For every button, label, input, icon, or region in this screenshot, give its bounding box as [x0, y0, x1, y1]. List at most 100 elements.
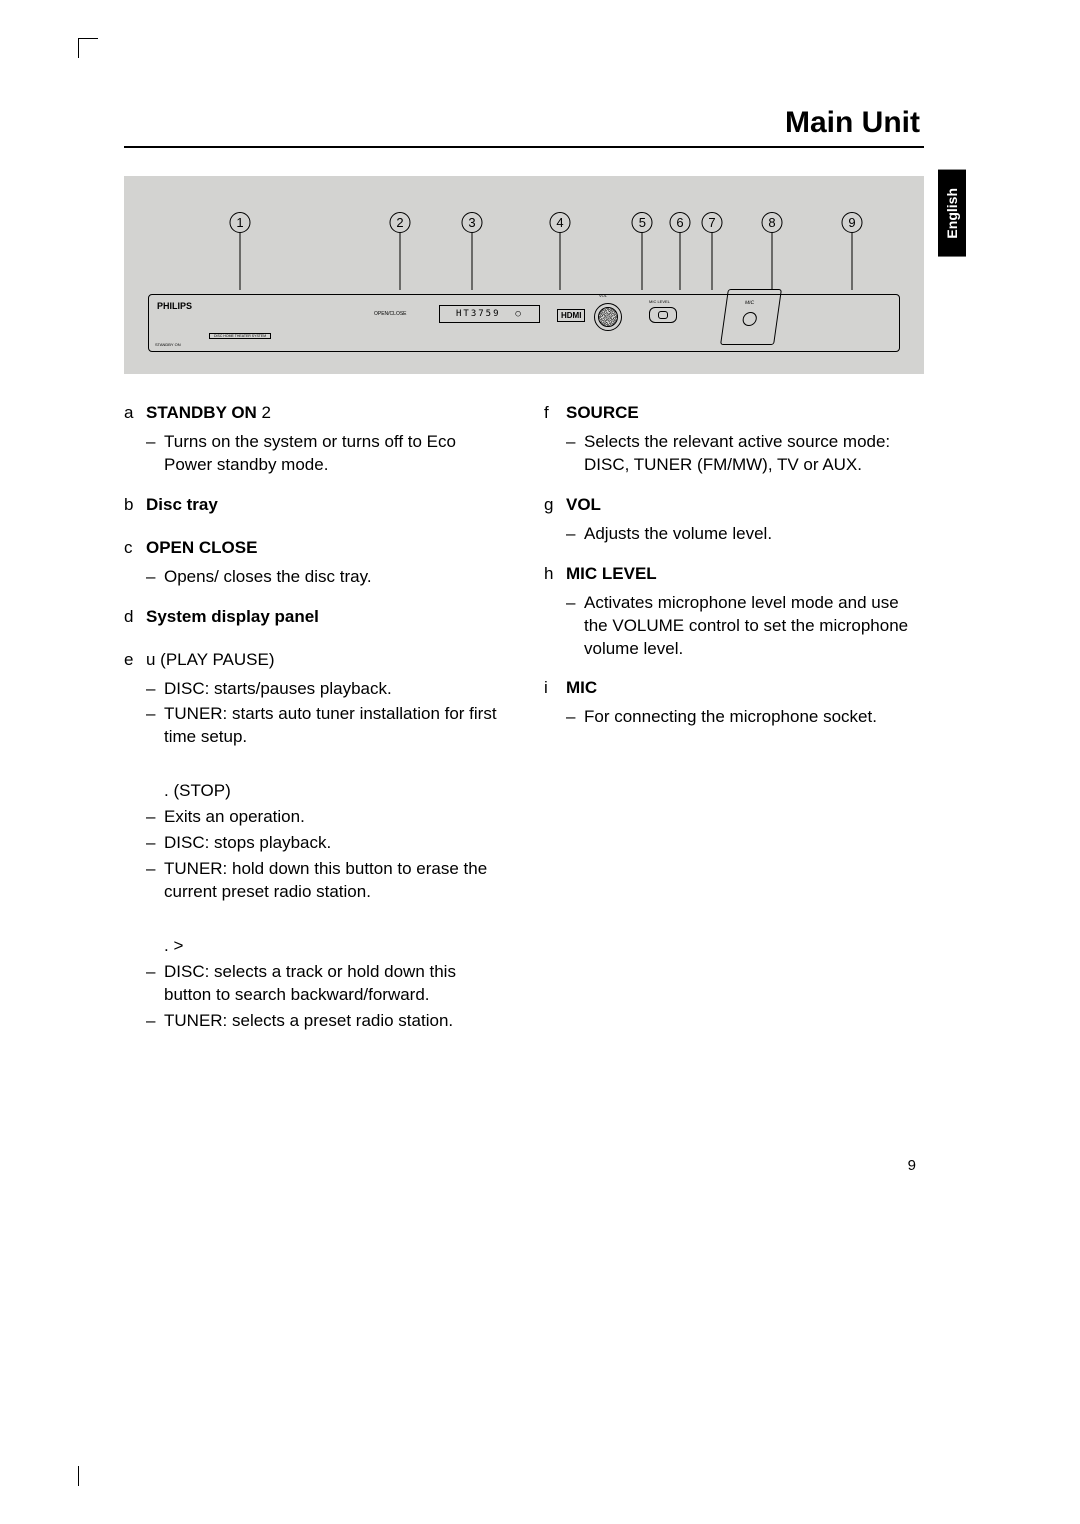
item-heading: MIC: [566, 677, 597, 700]
item-heading: MIC LEVEL: [566, 563, 657, 586]
left-column: aSTANDBY ON 2–Turns on the system or tur…: [124, 402, 504, 1050]
callout-line: [240, 233, 241, 290]
callout-line: [852, 233, 853, 290]
device-outline: PHILIPS STANDBY ON DISC HOME THEATER SYS…: [148, 294, 900, 352]
line-text: Adjusts the volume level.: [584, 523, 772, 546]
item-line: –For connecting the microphone socket.: [544, 706, 924, 729]
dash: –: [146, 566, 164, 589]
miclevel-label: MIC LEVEL: [649, 299, 670, 304]
item-heading: System display panel: [146, 606, 319, 629]
hdmi-label: HDMI: [557, 309, 585, 322]
callout-number: 7: [702, 212, 723, 233]
item-letter: c: [124, 537, 146, 560]
dash: –: [146, 703, 164, 749]
line-text: DISC: starts/pauses playback.: [164, 678, 392, 701]
item-i: iMIC: [544, 677, 924, 700]
item-line: –Turns on the system or turns off to Eco…: [124, 431, 504, 477]
mic-label: MIC: [745, 300, 755, 306]
item-letter: d: [124, 606, 146, 629]
crop-mark-tl: [78, 38, 98, 58]
dash: –: [566, 592, 584, 661]
line-text: TUNER: hold down this button to erase th…: [164, 858, 504, 904]
mic-panel: MIC: [720, 289, 782, 345]
item-letter: i: [544, 677, 566, 700]
item-heading: STANDBY ON 2: [146, 402, 271, 425]
dash: –: [146, 1010, 164, 1033]
callout-number: 3: [462, 212, 483, 233]
symbol-text: . >: [164, 935, 183, 958]
item-line: –DISC: selects a track or hold down this…: [124, 961, 504, 1007]
callout-line: [772, 233, 773, 290]
item-c: cOPEN CLOSE: [124, 537, 504, 560]
callout-2: 2: [390, 212, 411, 290]
symbol-text: . (STOP): [164, 780, 231, 803]
item-line: –TUNER: starts auto tuner installation f…: [124, 703, 504, 749]
item-heading: SOURCE: [566, 402, 639, 425]
callout-9: 9: [842, 212, 863, 290]
item-letter: a: [124, 402, 146, 425]
display-panel: HT3759 ○: [439, 305, 540, 323]
callout-line: [472, 233, 473, 290]
item-line: –Adjusts the volume level.: [544, 523, 924, 546]
brand-label: PHILIPS: [157, 301, 192, 311]
callout-line: [680, 233, 681, 290]
item-g: gVOL: [544, 494, 924, 517]
description-columns: aSTANDBY ON 2–Turns on the system or tur…: [124, 402, 924, 1050]
item-line: –DISC: stops playback.: [124, 832, 504, 855]
dash: –: [146, 431, 164, 477]
item-line: –TUNER: selects a preset radio station.: [124, 1010, 504, 1033]
openclose-label: OPEN/CLOSE: [374, 311, 407, 317]
line-text: Selects the relevant active source mode:…: [584, 431, 924, 477]
callout-8: 8: [762, 212, 783, 290]
item-letter: f: [544, 402, 566, 425]
item-letter: h: [544, 563, 566, 586]
item-line: –Exits an operation.: [124, 806, 504, 829]
dash: –: [146, 858, 164, 904]
callout-3: 3: [462, 212, 483, 290]
callout-4: 4: [550, 212, 571, 290]
item-b: bDisc tray: [124, 494, 504, 517]
item-heading: Disc tray: [146, 494, 218, 517]
callout-number: 1: [230, 212, 251, 233]
device-diagram: 1 2 3 4 567 8 9 PHILIPS STANDBY ON DISC HOME T…: [124, 176, 924, 374]
callout-number: 4: [550, 212, 571, 233]
item-letter: b: [124, 494, 146, 517]
line-text: Opens/ closes the disc tray.: [164, 566, 372, 589]
line-text: Turns on the system or turns off to Eco …: [164, 431, 504, 477]
line-text: DISC: selects a track or hold down this …: [164, 961, 504, 1007]
item-a: aSTANDBY ON 2: [124, 402, 504, 425]
callout-number: 8: [762, 212, 783, 233]
symbol: [146, 935, 164, 958]
vol-label: VOL: [599, 293, 607, 298]
dash: –: [146, 832, 164, 855]
callout-line: [642, 233, 643, 290]
item-e: eu (PLAY PAUSE): [124, 649, 504, 672]
vol-knob: [594, 303, 622, 331]
right-column: fSOURCE–Selects the relevant active sour…: [544, 402, 924, 1050]
line-text: Exits an operation.: [164, 806, 305, 829]
callout-number: 5: [632, 212, 653, 233]
page-title: Main Unit: [124, 106, 924, 148]
dash: –: [566, 706, 584, 729]
symbol-row: . >: [124, 935, 504, 958]
callout-line: [400, 233, 401, 290]
crop-mark-bl: [78, 1466, 98, 1486]
item-letter: g: [544, 494, 566, 517]
dash: –: [146, 678, 164, 701]
standby-label: STANDBY ON: [155, 342, 181, 347]
miclevel-button: [649, 307, 677, 323]
item-letter: e: [124, 649, 146, 672]
item-line: –Opens/ closes the disc tray.: [124, 566, 504, 589]
item-heading: VOL: [566, 494, 601, 517]
display-text: HT3759: [456, 309, 501, 319]
item-heading: OPEN CLOSE: [146, 537, 257, 560]
language-tab: English: [938, 170, 966, 257]
item-line: –TUNER: hold down this button to erase t…: [124, 858, 504, 904]
dash: –: [566, 523, 584, 546]
line-text: TUNER: starts auto tuner installation fo…: [164, 703, 504, 749]
item-line: –Selects the relevant active source mode…: [544, 431, 924, 477]
callout-number: 6: [670, 212, 691, 233]
line-text: TUNER: selects a preset radio station.: [164, 1010, 453, 1033]
callout-number: 9: [842, 212, 863, 233]
symbol: [146, 780, 164, 803]
